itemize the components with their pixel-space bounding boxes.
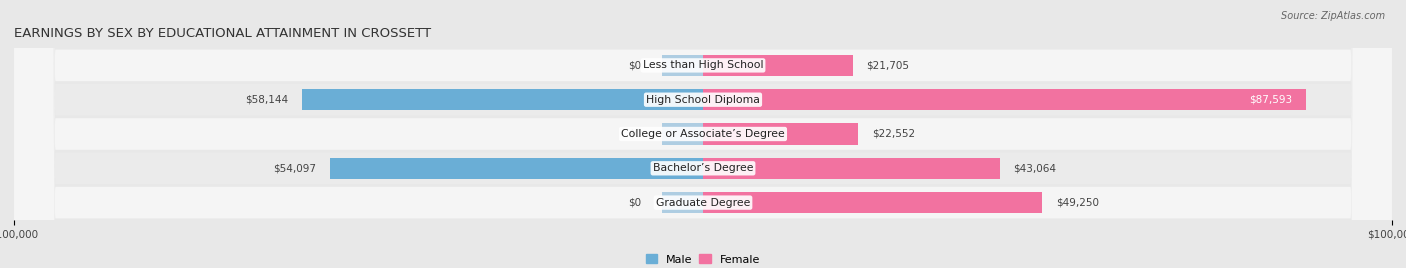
Text: Source: ZipAtlas.com: Source: ZipAtlas.com: [1281, 11, 1385, 21]
Bar: [330, 158, 703, 179]
Text: Bachelor’s Degree: Bachelor’s Degree: [652, 163, 754, 173]
Text: High School Diploma: High School Diploma: [647, 95, 759, 105]
Text: $58,144: $58,144: [246, 95, 288, 105]
Text: $87,593: $87,593: [1250, 95, 1292, 105]
Bar: [703, 192, 1042, 213]
Bar: [662, 123, 703, 145]
Bar: [703, 123, 859, 145]
Bar: [662, 192, 703, 213]
Bar: [703, 55, 852, 76]
FancyBboxPatch shape: [14, 0, 1392, 268]
Text: Graduate Degree: Graduate Degree: [655, 198, 751, 208]
Text: $54,097: $54,097: [274, 163, 316, 173]
Text: $43,064: $43,064: [1014, 163, 1056, 173]
Legend: Male, Female: Male, Female: [641, 250, 765, 268]
Text: $22,552: $22,552: [872, 129, 915, 139]
Bar: [703, 158, 1000, 179]
FancyBboxPatch shape: [14, 0, 1392, 268]
Bar: [302, 89, 703, 110]
Text: $21,705: $21,705: [866, 60, 910, 70]
FancyBboxPatch shape: [14, 0, 1392, 268]
Text: $0: $0: [628, 198, 641, 208]
Text: $0: $0: [628, 60, 641, 70]
Bar: [703, 89, 1306, 110]
Text: $0: $0: [628, 129, 641, 139]
Text: College or Associate’s Degree: College or Associate’s Degree: [621, 129, 785, 139]
Bar: [662, 55, 703, 76]
Text: $49,250: $49,250: [1056, 198, 1099, 208]
Text: Less than High School: Less than High School: [643, 60, 763, 70]
FancyBboxPatch shape: [14, 0, 1392, 268]
Text: EARNINGS BY SEX BY EDUCATIONAL ATTAINMENT IN CROSSETT: EARNINGS BY SEX BY EDUCATIONAL ATTAINMEN…: [14, 27, 432, 40]
FancyBboxPatch shape: [14, 0, 1392, 268]
